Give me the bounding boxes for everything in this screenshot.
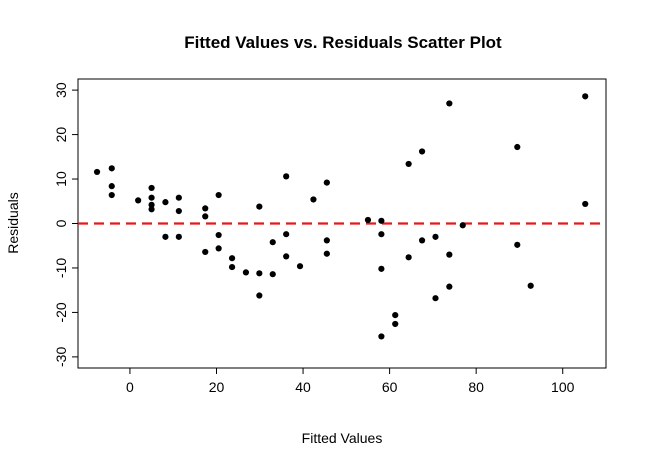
y-tick-label: -20 [53, 302, 69, 322]
data-point [269, 271, 276, 278]
data-point [269, 239, 276, 246]
x-tick-label: 40 [295, 379, 311, 395]
data-point [202, 248, 209, 256]
y-tick-label: 10 [53, 171, 69, 187]
x-tick-label: 20 [209, 379, 225, 395]
data-point [108, 165, 115, 172]
data-point [175, 194, 182, 201]
data-point [378, 231, 385, 238]
data-point [283, 253, 290, 260]
data-point [323, 250, 330, 257]
x-axis-label: Fitted Values [302, 430, 383, 446]
y-tick-label: 30 [53, 82, 69, 98]
data-point [256, 292, 263, 299]
data-point [405, 254, 412, 261]
y-tick-label: -10 [53, 258, 69, 278]
data-point [215, 245, 222, 252]
y-tick-label: 0 [53, 219, 69, 227]
data-points [93, 93, 589, 340]
data-point [514, 143, 521, 151]
data-point [283, 173, 290, 180]
y-axis-label: Residuals [5, 192, 21, 253]
data-point [148, 206, 155, 213]
data-point [405, 160, 412, 168]
x-axis: 0 20 40 60 80 100 [126, 368, 575, 395]
data-point [135, 197, 142, 204]
data-point [446, 251, 453, 258]
data-point [296, 263, 304, 270]
x-tick-label: 0 [126, 379, 134, 395]
data-point [283, 231, 290, 238]
data-point [459, 222, 466, 229]
data-point [432, 233, 439, 240]
data-point [93, 168, 101, 176]
data-point [582, 93, 589, 100]
x-tick-label: 100 [551, 379, 575, 395]
data-point [378, 265, 385, 272]
x-tick-label: 60 [382, 379, 398, 395]
data-point [378, 333, 385, 340]
data-point [392, 320, 399, 328]
y-axis: -30 -20 -10 0 10 20 30 [53, 82, 78, 367]
data-point [242, 269, 250, 276]
data-point [323, 237, 330, 244]
y-tick-label: -30 [53, 347, 69, 367]
data-point [446, 283, 453, 290]
data-point [256, 203, 263, 210]
data-point [202, 213, 209, 220]
data-point [148, 201, 155, 208]
data-point [148, 184, 155, 192]
data-point [162, 233, 169, 240]
data-point [378, 217, 385, 224]
data-point [432, 295, 439, 302]
data-point [108, 183, 115, 190]
data-point [392, 311, 399, 319]
data-point [256, 270, 263, 277]
data-point [514, 241, 521, 248]
data-point [323, 179, 330, 186]
data-point [310, 196, 317, 203]
data-point [175, 207, 182, 215]
data-point [228, 263, 236, 271]
data-point [418, 237, 426, 244]
data-point [148, 194, 155, 201]
chart-title: Fitted Values vs. Residuals Scatter Plot [184, 33, 502, 52]
data-point [418, 148, 426, 155]
plot-area [77, 78, 607, 369]
data-point [162, 199, 169, 206]
data-point [364, 216, 372, 224]
data-point [175, 233, 182, 240]
data-point [446, 100, 453, 107]
data-point [108, 191, 115, 199]
data-point [202, 205, 209, 212]
data-point [215, 191, 222, 199]
data-point [228, 255, 236, 262]
data-point [527, 282, 534, 289]
data-point [582, 200, 589, 208]
data-point [215, 231, 222, 239]
x-tick-label: 80 [468, 379, 484, 395]
y-tick-label: 20 [53, 127, 69, 143]
